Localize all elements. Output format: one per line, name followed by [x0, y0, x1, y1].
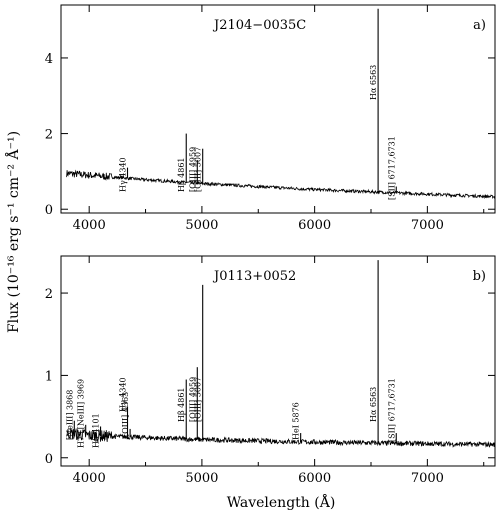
- panel-a-line-label: [SII] 6717,6731: [387, 136, 396, 200]
- panel-a-x-tick-label: 4000: [73, 218, 106, 233]
- panel-b-x-tick-label: 4000: [73, 471, 106, 486]
- panel-b-line-label: [OIII] 4959: [188, 377, 197, 422]
- x-axis-label: Wavelength (Å): [227, 493, 336, 511]
- panel-a-x-tick-label: 6000: [298, 218, 331, 233]
- panel-a-line-label: Hβ 4861: [177, 157, 186, 192]
- panel-a-frame: [60, 4, 496, 214]
- panel-b-x-tick-label: 7000: [411, 471, 444, 486]
- panel-a-x-tick-label: 7000: [411, 218, 444, 233]
- panel-b-line-label: Hα 6563: [369, 387, 378, 422]
- panel-b-line-label: [SII] 6717,6731: [387, 378, 396, 442]
- panel-b-line-label: Hγ 4340: [119, 377, 128, 412]
- panel-b-line-label: [OIII] 4363: [121, 392, 130, 437]
- panel-a-object-name: J2104−0035C: [212, 18, 306, 33]
- panel-b-spectrum: J0113+0052 b) [NeIII] 3868 H7+[NeIII] 396…: [45, 255, 496, 486]
- panel-b-object-name: J0113+0052: [212, 269, 296, 284]
- panel-b-x-tick-label: 6000: [298, 471, 331, 486]
- panel-b-line-label: [NeIII] 3868: [65, 390, 74, 440]
- panel-b-line-label: [OIII] 5007: [194, 377, 203, 422]
- panel-b-y-tick-label: 1: [45, 369, 53, 384]
- panel-b-line-label: Hδ 4101: [92, 413, 101, 448]
- panel-a-y-tick-label: 4: [45, 52, 53, 67]
- panel-a-spectrum: J2104−0035C a) Hγ 4340 Hβ 4861 [OIII] 4959…: [45, 4, 496, 233]
- panel-a-spectrum-trace: [66, 169, 496, 200]
- panel-a-line-label: Hγ 4340: [119, 157, 128, 192]
- y-axis-label: Flux (10⁻¹⁶ erg s⁻¹ cm⁻² Å⁻¹): [4, 131, 22, 333]
- panel-b-line-label: H7+[NeIII] 3969: [77, 379, 86, 448]
- panel-b-y-tick-label: 0: [45, 452, 53, 467]
- panel-a-line-label: [OIII] 5007: [194, 147, 203, 192]
- panel-a-label: a): [473, 18, 486, 33]
- panel-a-x-tick-label: 5000: [185, 218, 218, 233]
- panel-a-y-tick-label: 2: [45, 128, 53, 143]
- panel-a-line-label: [OIII] 4959: [188, 147, 197, 192]
- panel-b-line-label: HeI 5876: [292, 402, 301, 440]
- panel-b-y-tick-label: 2: [45, 287, 53, 302]
- panel-b-label: b): [473, 269, 486, 284]
- panel-b-line-label: Hβ 4861: [177, 387, 186, 422]
- panel-b-frame: [60, 255, 496, 467]
- panel-a-line-label: Hα 6563: [369, 65, 378, 100]
- panel-b-x-tick-label: 5000: [185, 471, 218, 486]
- panel-a-y-tick-label: 0: [45, 203, 53, 218]
- panel-b-spectrum-trace: [66, 428, 496, 448]
